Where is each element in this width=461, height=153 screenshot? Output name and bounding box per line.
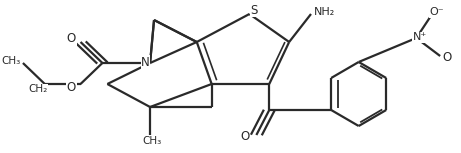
Text: NH₂: NH₂ (314, 7, 335, 17)
Text: CH₃: CH₃ (143, 136, 162, 146)
Text: O: O (67, 81, 76, 94)
Text: O: O (443, 51, 452, 64)
Text: O: O (240, 130, 249, 143)
Text: O: O (67, 32, 76, 45)
Text: N⁺: N⁺ (413, 32, 427, 42)
Text: CH₃: CH₃ (2, 56, 21, 66)
Text: N: N (141, 56, 150, 69)
Text: CH₂: CH₂ (28, 84, 47, 94)
Text: O⁻: O⁻ (430, 7, 444, 17)
Text: S: S (250, 4, 258, 17)
